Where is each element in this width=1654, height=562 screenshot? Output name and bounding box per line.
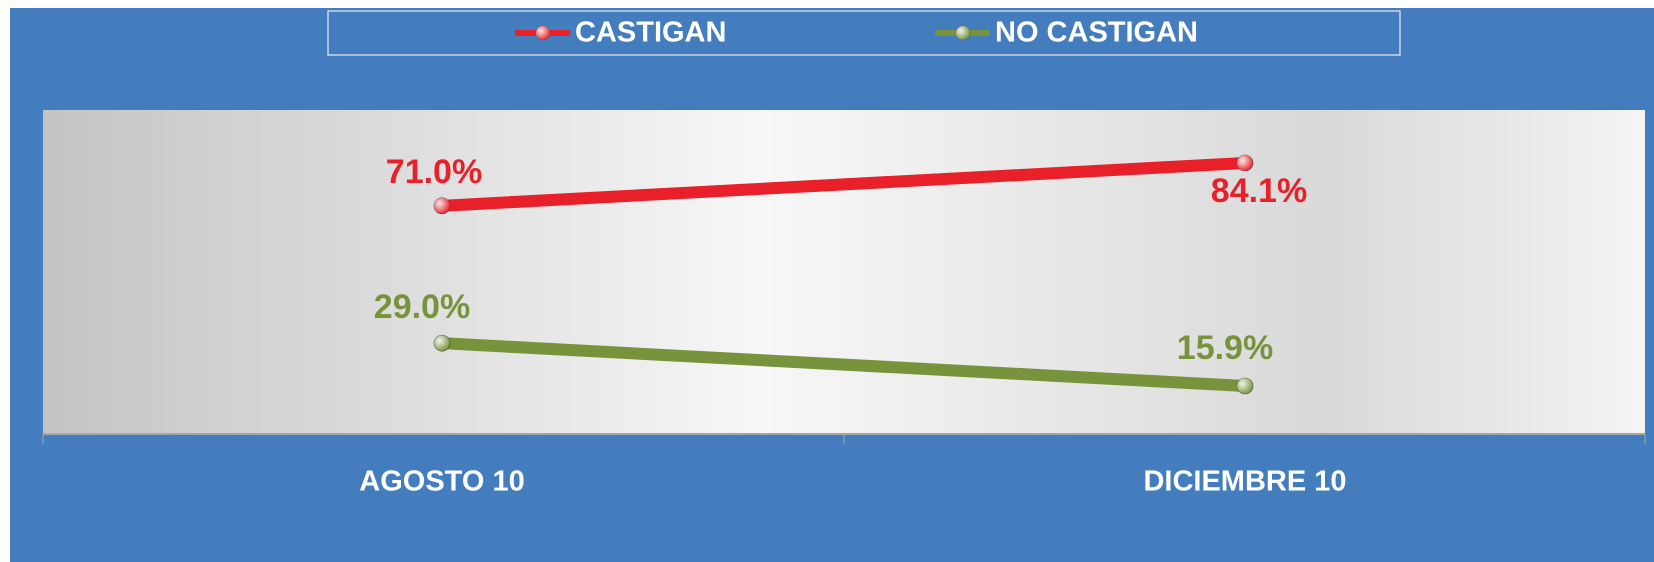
point-shine xyxy=(434,335,450,352)
legend-marker-shine xyxy=(956,26,970,40)
data-label: 29.0% xyxy=(374,288,470,326)
series-line xyxy=(436,156,1251,212)
legend-box xyxy=(327,10,1401,56)
legend-label: CASTIGAN xyxy=(575,17,726,49)
series-line xyxy=(436,337,1251,393)
data-label: 15.9% xyxy=(1177,329,1273,367)
legend-label: NO CASTIGAN xyxy=(995,17,1198,49)
data-label: 71.0% xyxy=(386,153,482,191)
point-shine xyxy=(1237,154,1253,171)
point-shine xyxy=(434,197,450,214)
data-label: 84.1% xyxy=(1211,172,1307,210)
legend-marker-shine xyxy=(536,26,550,40)
x-tick-label: AGOSTO 10 xyxy=(359,466,524,498)
plot-area xyxy=(43,110,1645,434)
x-tick-label: DICIEMBRE 10 xyxy=(1143,466,1346,498)
point-shine xyxy=(1237,378,1253,395)
